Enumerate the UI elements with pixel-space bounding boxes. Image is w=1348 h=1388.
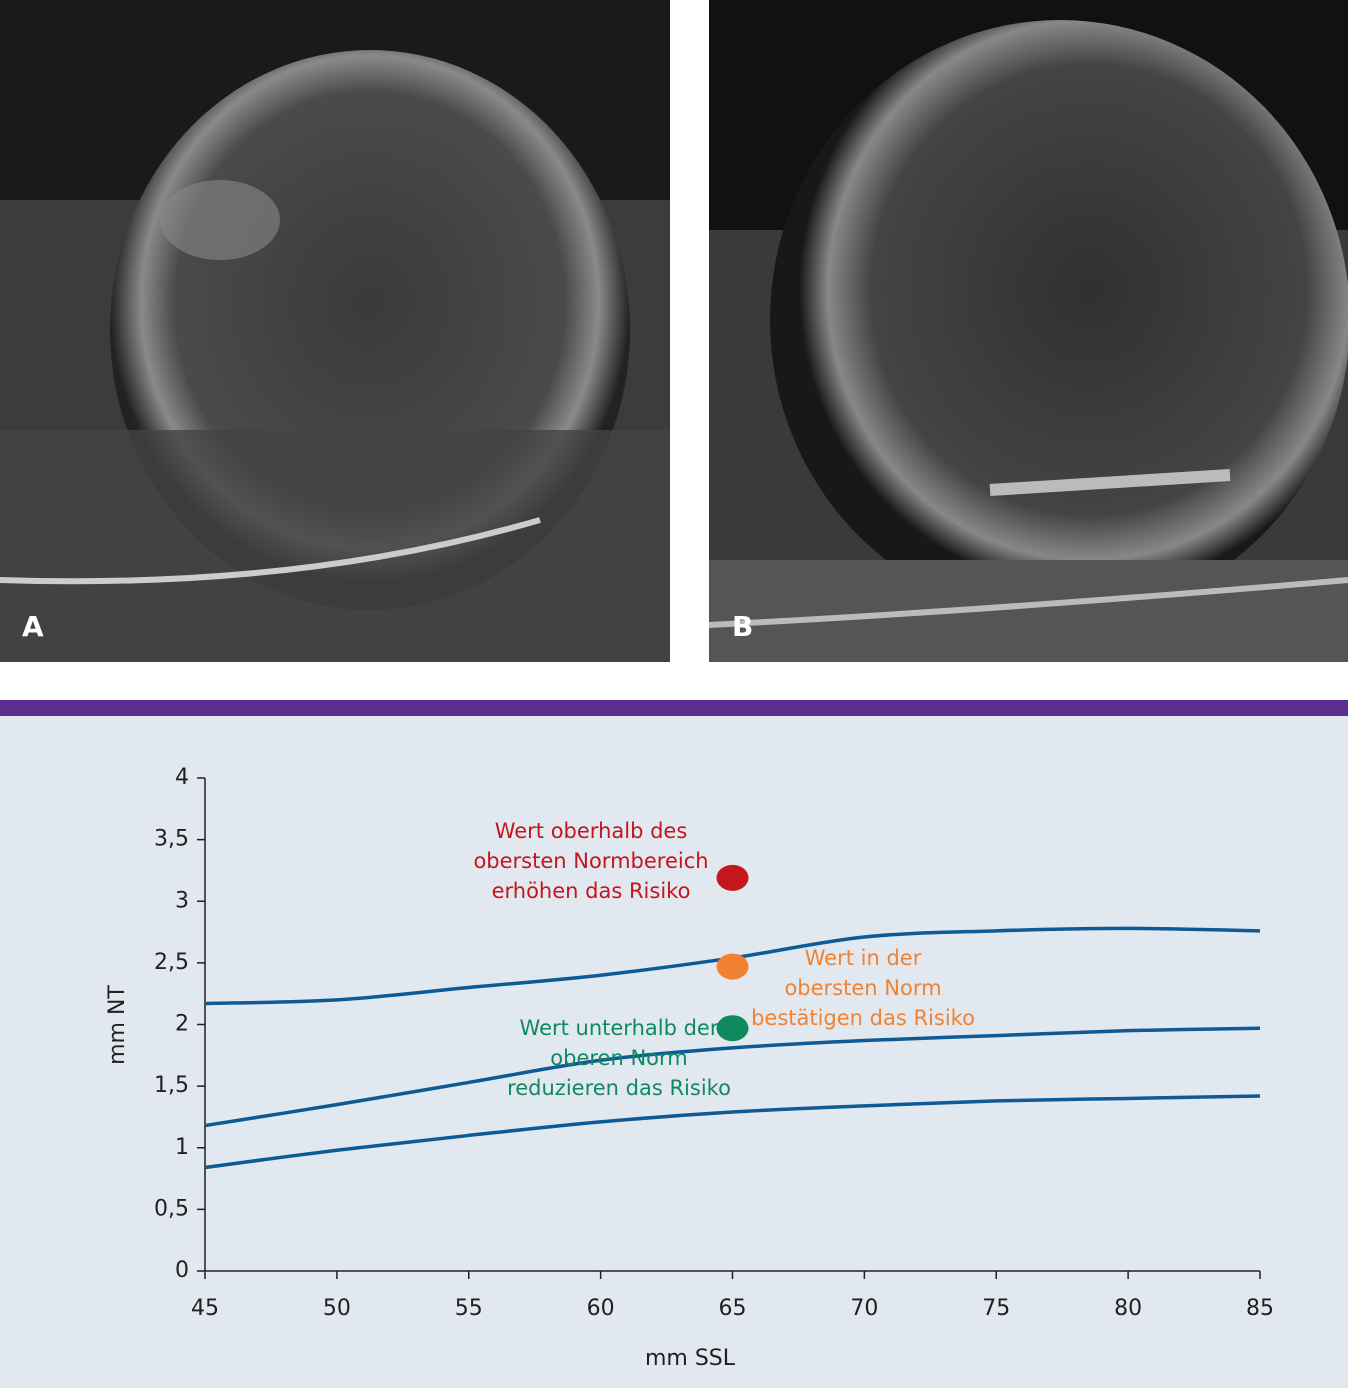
annotation: Wert unterhalb der — [520, 1016, 719, 1040]
y-tick-label: 1 — [175, 1135, 189, 1160]
data-point — [716, 1015, 749, 1042]
annotation: Wert in der — [805, 946, 922, 970]
annotation: reduzieren das Risiko — [507, 1076, 731, 1100]
y-tick-label: 2,5 — [154, 950, 189, 975]
x-tick-label: 65 — [719, 1296, 747, 1321]
annotation: obersten Norm — [784, 976, 941, 1000]
x-tick-label: 50 — [323, 1296, 351, 1321]
data-point — [716, 864, 749, 891]
ultrasound-a: A — [0, 0, 670, 662]
panel-label: B — [732, 610, 753, 643]
y-tick-label: 0 — [175, 1258, 189, 1283]
annotation: Wert oberhalb des — [495, 819, 688, 843]
x-axis-title: mm SSL — [645, 1346, 736, 1371]
annotation: obersten Normbereich — [473, 849, 708, 873]
y-tick-label: 0,5 — [154, 1196, 189, 1221]
x-tick-label: 85 — [1246, 1296, 1274, 1321]
x-tick-label: 70 — [850, 1296, 878, 1321]
x-tick-label: 75 — [982, 1296, 1010, 1321]
x-tick-label: 55 — [455, 1296, 483, 1321]
data-point — [716, 953, 749, 980]
y-tick-label: 2 — [175, 1012, 189, 1037]
curve — [204, 1026, 1261, 1128]
header-bar — [0, 700, 1348, 716]
y-tick-label: 3 — [175, 888, 189, 913]
x-tick-label: 45 — [191, 1296, 219, 1321]
x-tick-label: 60 — [587, 1296, 615, 1321]
y-tick-label: 3,5 — [154, 827, 189, 852]
annotation: erhöhen das Risiko — [492, 879, 691, 903]
panel-label: A — [22, 610, 44, 643]
annotation: oberen Norm — [550, 1046, 687, 1070]
y-tick-label: 4 — [175, 765, 189, 790]
annotation: bestätigen das Risiko — [751, 1006, 975, 1030]
ultrasound-b: B — [708, 0, 1348, 662]
x-tick-label: 80 — [1114, 1296, 1142, 1321]
y-axis-title: mm NT — [105, 985, 130, 1065]
curve — [204, 1094, 1261, 1170]
y-tick-label: 1,5 — [154, 1073, 189, 1098]
